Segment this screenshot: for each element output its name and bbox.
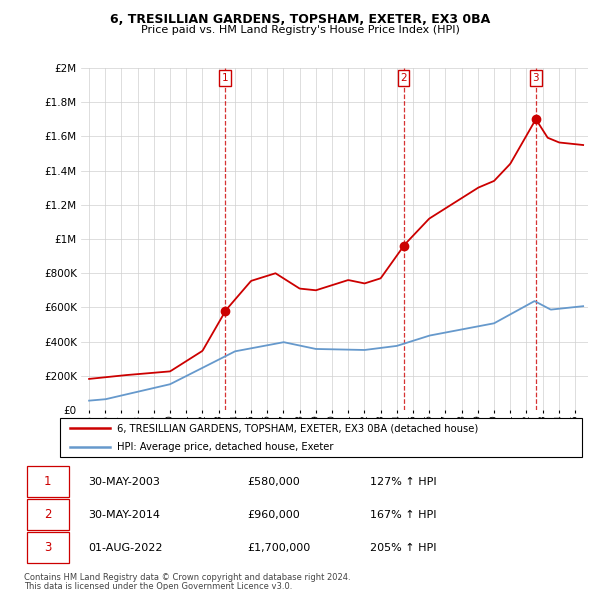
FancyBboxPatch shape	[27, 466, 68, 497]
Text: 3: 3	[533, 73, 539, 83]
Text: 30-MAY-2014: 30-MAY-2014	[88, 510, 160, 520]
FancyBboxPatch shape	[27, 499, 68, 530]
Text: 3: 3	[44, 541, 52, 555]
Text: 2: 2	[44, 508, 52, 522]
Text: 2: 2	[400, 73, 407, 83]
Text: Price paid vs. HM Land Registry's House Price Index (HPI): Price paid vs. HM Land Registry's House …	[140, 25, 460, 35]
Text: £960,000: £960,000	[247, 510, 300, 520]
Text: 6, TRESILLIAN GARDENS, TOPSHAM, EXETER, EX3 0BA (detached house): 6, TRESILLIAN GARDENS, TOPSHAM, EXETER, …	[118, 424, 479, 434]
Text: 1: 1	[44, 475, 52, 489]
FancyBboxPatch shape	[27, 532, 68, 563]
Text: 205% ↑ HPI: 205% ↑ HPI	[370, 543, 436, 553]
Text: This data is licensed under the Open Government Licence v3.0.: This data is licensed under the Open Gov…	[24, 582, 292, 590]
Text: 30-MAY-2003: 30-MAY-2003	[88, 477, 160, 487]
Text: 6, TRESILLIAN GARDENS, TOPSHAM, EXETER, EX3 0BA: 6, TRESILLIAN GARDENS, TOPSHAM, EXETER, …	[110, 13, 490, 26]
Text: HPI: Average price, detached house, Exeter: HPI: Average price, detached house, Exet…	[118, 442, 334, 453]
Text: £1,700,000: £1,700,000	[247, 543, 310, 553]
Text: Contains HM Land Registry data © Crown copyright and database right 2024.: Contains HM Land Registry data © Crown c…	[24, 573, 350, 582]
Text: 01-AUG-2022: 01-AUG-2022	[88, 543, 163, 553]
Text: 1: 1	[222, 73, 229, 83]
Text: 127% ↑ HPI: 127% ↑ HPI	[370, 477, 437, 487]
Text: £580,000: £580,000	[247, 477, 300, 487]
Text: 167% ↑ HPI: 167% ↑ HPI	[370, 510, 436, 520]
